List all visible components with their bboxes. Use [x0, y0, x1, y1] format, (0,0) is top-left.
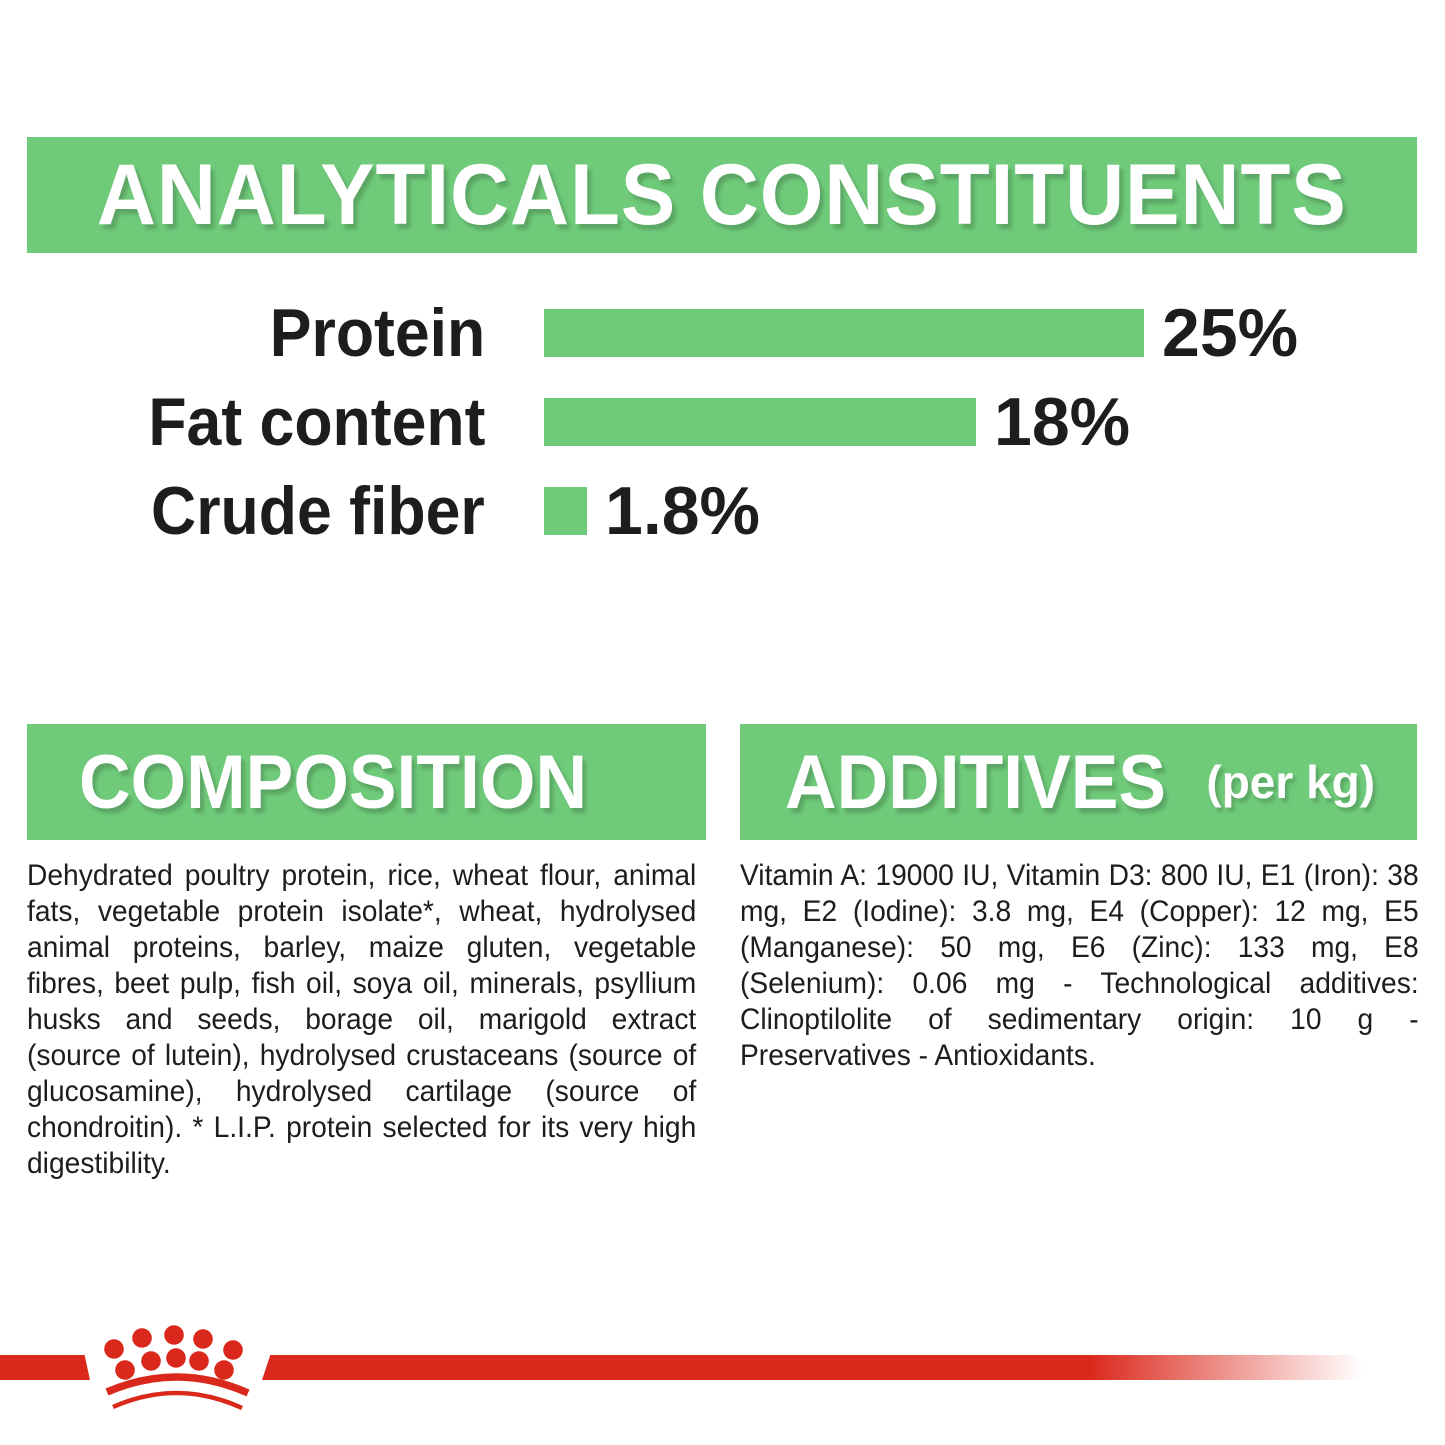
additives-body: Vitamin A: 19000 IU, Vitamin D3: 800 IU,… — [740, 859, 1419, 1072]
additives-title: ADDITIVES — [785, 739, 1167, 825]
chart-bar — [544, 309, 1144, 357]
composition-body: Dehydrated poultry protein, rice, wheat … — [27, 859, 697, 1180]
analyticals-banner: ANALYTICALS CONSTITUENTS — [27, 137, 1417, 253]
additives-per-kg-label: (per kg) — [1206, 756, 1376, 808]
chart-category-label: Protein — [269, 295, 485, 371]
chart-row: Fat content 18% — [0, 384, 1445, 460]
chart-bar — [544, 487, 587, 535]
chart-bar — [544, 398, 976, 446]
chart-row: Protein 25% — [0, 295, 1445, 371]
chart-category-label: Crude fiber — [151, 473, 485, 549]
royal-canin-crown-icon — [104, 1325, 250, 1411]
chart-row: Crude fiber 1.8% — [0, 473, 1445, 549]
chart-value-label: 1.8% — [605, 473, 760, 549]
footer-red-line-left — [0, 1355, 90, 1380]
analyticals-title: ANALYTICALS CONSTITUENTS — [97, 146, 1347, 243]
composition-banner: COMPOSITION — [27, 724, 706, 840]
analytical-bar-chart: Protein 25% Fat content 18% Crude fiber 1.8% — [0, 295, 1445, 576]
footer-red-line-right — [262, 1355, 1445, 1380]
additives-banner: ADDITIVES (per kg) — [740, 724, 1417, 840]
chart-value-label: 18% — [994, 384, 1131, 460]
chart-value-label: 25% — [1162, 295, 1299, 371]
chart-category-label: Fat content — [147, 384, 485, 460]
composition-title: COMPOSITION — [79, 739, 588, 825]
